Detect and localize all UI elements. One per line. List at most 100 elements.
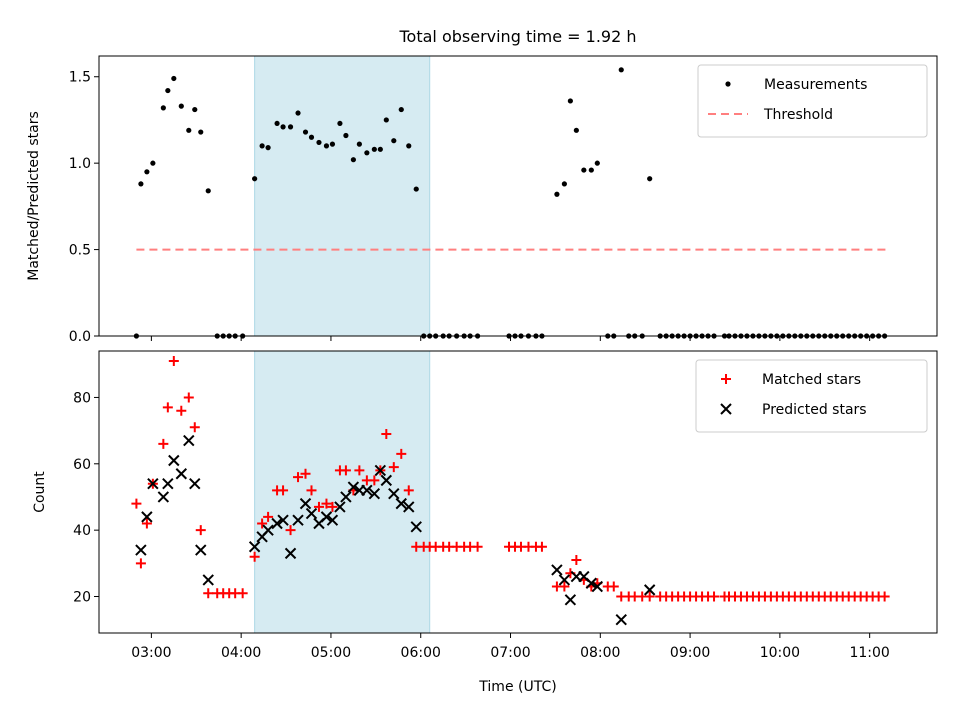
- matched-star-point: [381, 428, 392, 439]
- predicted-star-point: [368, 487, 381, 500]
- measurement-point: [323, 143, 330, 149]
- predicted-star-point: [141, 511, 153, 523]
- axes-frame: [98, 350, 938, 634]
- measurement-point: [413, 186, 419, 192]
- predicted-star-point: [271, 517, 283, 530]
- measurement-point: [406, 143, 412, 149]
- matched-star-point: [306, 485, 317, 496]
- predicted-star-point: [135, 544, 147, 556]
- measurement-point: [329, 141, 336, 147]
- y-tick-label: 80: [73, 390, 91, 406]
- measurement-point: [171, 75, 177, 82]
- measurement-point: [165, 87, 171, 94]
- x-tick-label: 10:00: [760, 645, 800, 661]
- matched-star-point: [321, 498, 332, 509]
- measurement-point: [150, 160, 156, 166]
- matched-star-point: [644, 591, 655, 602]
- measurement-point: [377, 146, 383, 152]
- y-tick-label: 60: [73, 457, 91, 473]
- x-axis-label: Time (UTC): [478, 679, 556, 695]
- y-axis-ticks: 20 40 60 80: [73, 390, 99, 606]
- matched-star-point: [141, 518, 152, 529]
- observing-span: [254, 55, 431, 337]
- matched-star-point: [168, 355, 179, 366]
- matched-star-point: [559, 581, 570, 592]
- predicted-star-point: [284, 547, 297, 560]
- predicted-star-point: [347, 481, 360, 493]
- x-axis-ticks: 03:00 04:00 05:00 06:00 07:00 08:00 09:00 10:00…: [131, 633, 890, 661]
- predicted-star-point: [195, 544, 207, 556]
- legend-label: Threshold: [763, 107, 833, 123]
- matched-star-point: [249, 551, 260, 562]
- predicted-star-point: [248, 541, 261, 553]
- predicted-star-point: [262, 524, 274, 536]
- predicted-star-point: [564, 594, 577, 606]
- predicted-star-point: [168, 454, 180, 467]
- matched-star-point: [340, 465, 351, 476]
- matched-star-point: [536, 541, 547, 552]
- predicted-star-point: [380, 474, 393, 487]
- predicted-star-point: [277, 514, 289, 526]
- matched-star-point: [293, 472, 304, 483]
- predicted-star-point: [305, 507, 318, 520]
- matched-star-point: [158, 438, 169, 449]
- measurement-point: [561, 181, 567, 187]
- matched-star-point: [195, 525, 206, 536]
- predicted-star-point: [361, 484, 373, 497]
- x-tick-label: 09:00: [670, 645, 710, 661]
- predicted-star-point: [326, 514, 339, 526]
- matched-star-point: [176, 405, 187, 416]
- measurement-point: [618, 67, 624, 73]
- predicted-star-point: [340, 491, 352, 503]
- predicted-star-point: [183, 434, 195, 447]
- matched-star-point: [388, 462, 399, 473]
- x-tick-label: 07:00: [490, 645, 530, 661]
- y-tick-label: 0.0: [69, 329, 91, 345]
- predicted-star-point: [162, 477, 174, 490]
- measurement-point: [573, 127, 579, 133]
- measurement-point: [398, 106, 404, 113]
- matched-star-point: [327, 501, 338, 512]
- matched-star-point: [709, 591, 720, 602]
- measurement-point: [316, 139, 322, 146]
- measurement-point: [186, 127, 192, 133]
- matched-star-point: [162, 402, 173, 413]
- measurement-point: [295, 110, 301, 116]
- x-tick-label: 05:00: [311, 645, 351, 661]
- matched-star-point: [135, 558, 146, 569]
- y-axis-label: Count: [32, 471, 48, 513]
- predicted-star-point: [395, 497, 407, 510]
- predicted-star-point: [292, 514, 304, 526]
- predicted-star-point: [410, 521, 422, 533]
- measurement-point: [280, 124, 286, 130]
- y-tick-label: 1.0: [69, 156, 91, 172]
- y-axis-label: Matched/Predicted stars: [26, 111, 42, 281]
- measurement-point: [364, 150, 370, 156]
- matched-star-point: [131, 498, 142, 509]
- measurement-point: [588, 167, 594, 173]
- predicted-star-point: [558, 574, 571, 586]
- measurement-point: [178, 103, 184, 109]
- measurement-point: [350, 157, 356, 163]
- matched-star-point: [189, 422, 200, 433]
- predicted-star-point: [643, 584, 656, 596]
- matched-star-point: [472, 541, 483, 552]
- matched-star-point: [313, 501, 324, 512]
- predicted-star-point: [202, 574, 214, 586]
- matched-star-point: [263, 511, 274, 522]
- matched-star-point: [183, 392, 194, 403]
- y-tick-label: 0.5: [69, 243, 91, 259]
- matched-star-point: [354, 465, 365, 476]
- matched-star-point: [396, 448, 407, 459]
- matched-star-point: [608, 581, 619, 592]
- x-tick-label: 03:00: [131, 645, 171, 661]
- measurement-point: [343, 132, 349, 139]
- legend-marker: [725, 81, 731, 87]
- measurement-point: [138, 181, 144, 187]
- measurement-point: [160, 105, 166, 111]
- predicted-star-point: [403, 501, 415, 513]
- figure-title: Total observing time = 1.92 h: [398, 27, 636, 46]
- predicted-star-point: [374, 464, 387, 477]
